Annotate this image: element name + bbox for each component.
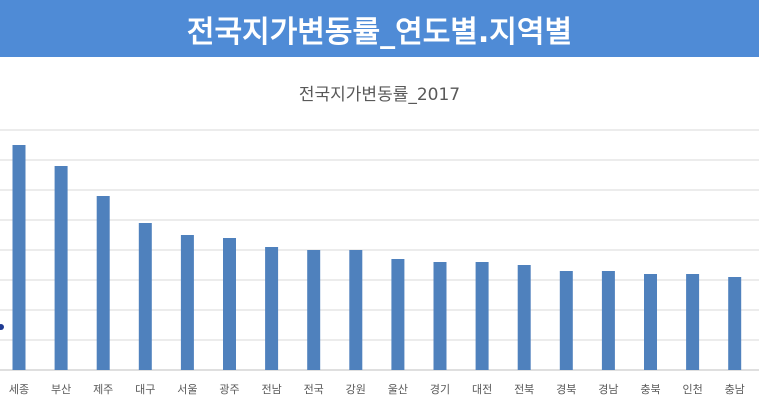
x-tick-label: 서울 bbox=[177, 383, 197, 396]
x-tick-label: 제주 bbox=[93, 383, 113, 396]
bar-전남 bbox=[265, 247, 279, 370]
bar-제주 bbox=[96, 196, 110, 370]
bar-경남 bbox=[601, 271, 615, 370]
bar-인천 bbox=[686, 274, 700, 370]
bar-서울 bbox=[180, 235, 194, 370]
bar-경북 bbox=[559, 271, 573, 370]
bar-경기 bbox=[433, 262, 447, 370]
page-title: 전국지가변동률_연도별.지역별 bbox=[186, 14, 573, 50]
axis-marker-dot bbox=[0, 324, 4, 330]
bar-울산 bbox=[391, 259, 405, 370]
x-tick-label: 세종 bbox=[9, 383, 29, 396]
bar-대구 bbox=[138, 223, 152, 370]
x-tick-label: 충북 bbox=[640, 383, 660, 396]
bar-충북 bbox=[644, 274, 657, 370]
x-tick-label: 경기 bbox=[430, 383, 450, 396]
x-tick-label: 부산 bbox=[51, 383, 71, 396]
bar-전북 bbox=[517, 265, 531, 370]
bar-광주 bbox=[223, 238, 236, 370]
x-tick-label: 전남 bbox=[261, 383, 281, 396]
bar-대전 bbox=[475, 262, 489, 370]
x-tick-label: 전국 bbox=[304, 383, 324, 396]
x-tick-label: 강원 bbox=[346, 383, 366, 396]
x-tick-label: 울산 bbox=[388, 383, 408, 396]
bar-강원 bbox=[349, 250, 363, 370]
bar-충남 bbox=[728, 277, 742, 370]
bar-세종 bbox=[12, 145, 26, 370]
x-tick-label: 대전 bbox=[472, 383, 492, 396]
bar-전국 bbox=[307, 250, 321, 370]
x-tick-label: 경남 bbox=[598, 383, 618, 396]
bar-부산 bbox=[54, 166, 68, 370]
x-tick-label: 대구 bbox=[135, 383, 155, 396]
chart-title: 전국지가변동률_2017 bbox=[298, 85, 461, 105]
header-banner: 전국지가변동률_연도별.지역별 bbox=[0, 0, 759, 57]
x-tick-label: 충남 bbox=[725, 383, 745, 396]
x-tick-label: 경북 bbox=[556, 383, 576, 396]
x-tick-label: 인천 bbox=[682, 382, 702, 396]
x-tick-label: 전북 bbox=[514, 383, 534, 396]
x-tick-label: 광주 bbox=[219, 383, 239, 396]
